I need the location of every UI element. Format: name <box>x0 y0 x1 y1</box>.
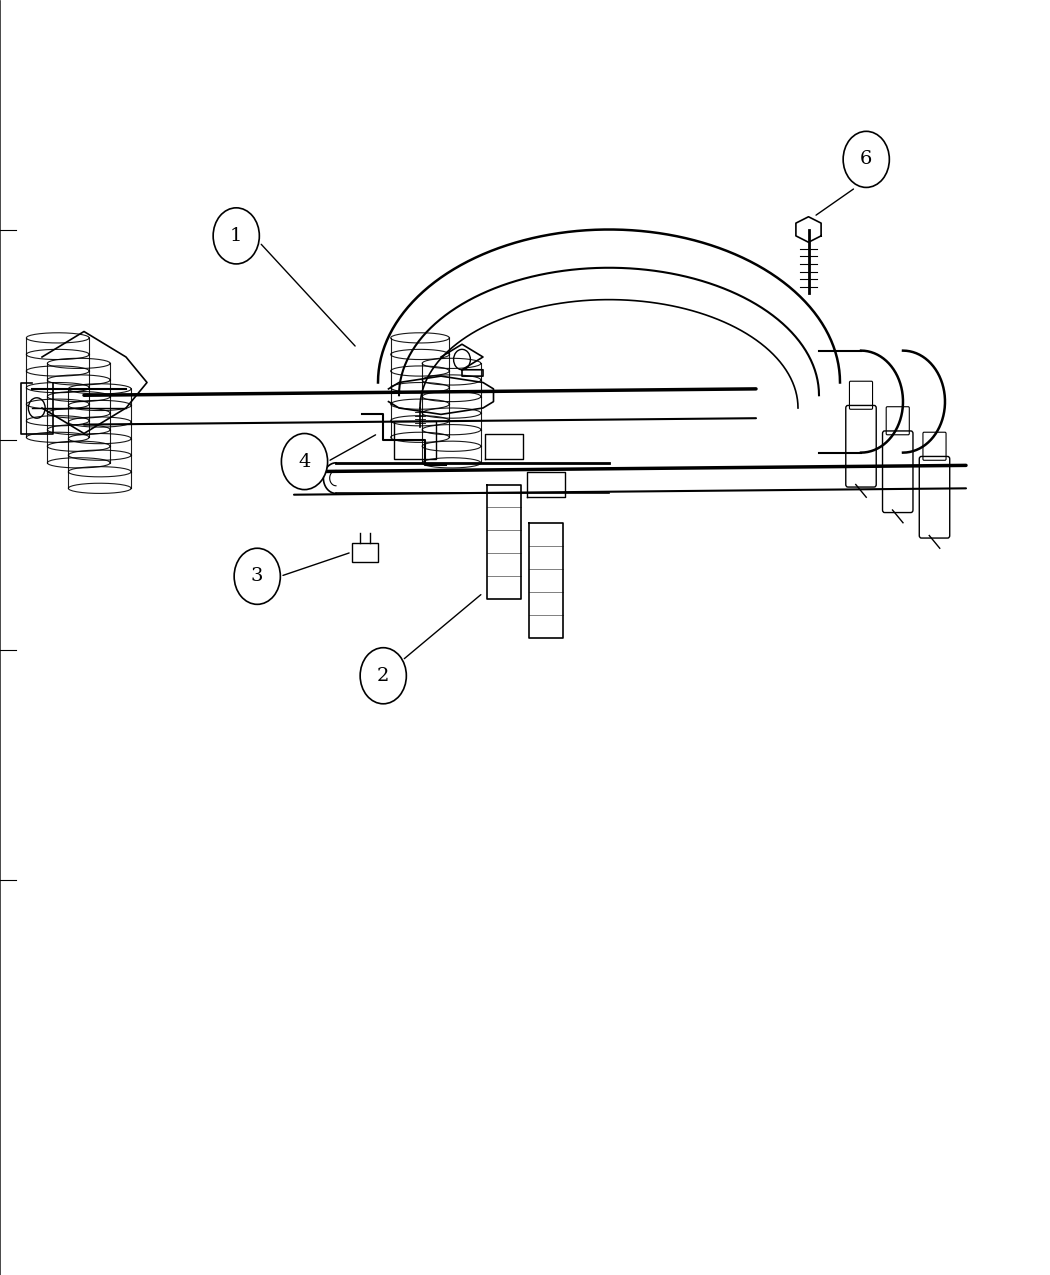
Text: 1: 1 <box>230 227 243 245</box>
Circle shape <box>213 208 259 264</box>
Circle shape <box>234 548 280 604</box>
Circle shape <box>281 434 328 490</box>
Text: 4: 4 <box>298 453 311 470</box>
Text: 6: 6 <box>860 150 873 168</box>
Bar <box>352 543 378 562</box>
Circle shape <box>360 648 406 704</box>
Bar <box>394 421 436 459</box>
Text: 3: 3 <box>251 567 264 585</box>
Text: 2: 2 <box>377 667 390 685</box>
Circle shape <box>843 131 889 187</box>
